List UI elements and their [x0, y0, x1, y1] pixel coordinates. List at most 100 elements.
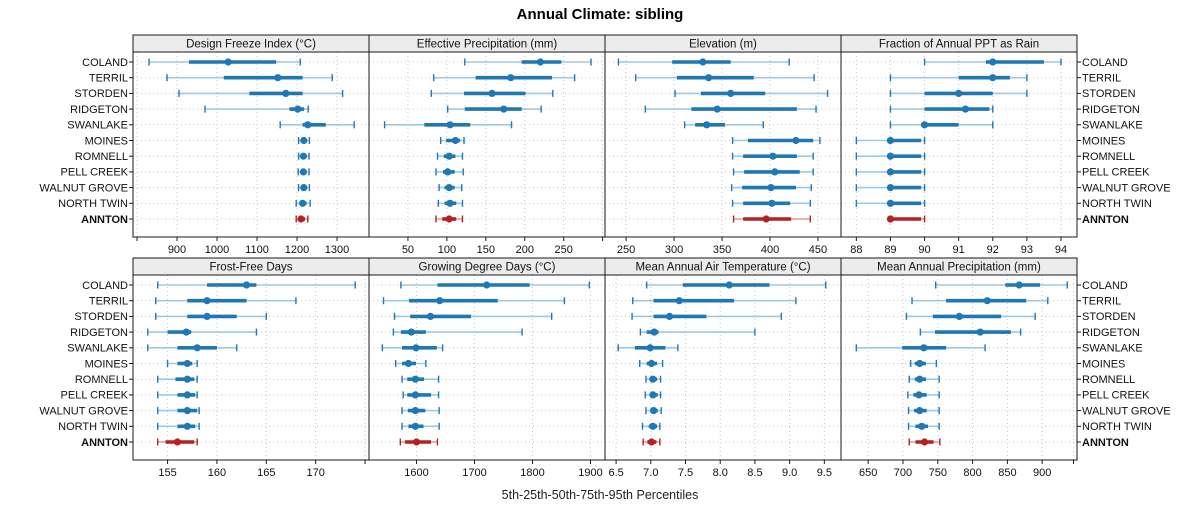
median-dot — [646, 344, 654, 352]
median-dot — [886, 215, 895, 223]
station-label-right-pell-creek: PELL CREEK — [1082, 390, 1150, 402]
percentile-series-walnut-grove — [907, 407, 940, 415]
percentile-series-swanlake — [383, 121, 513, 129]
station-label-right-north-twin: NORTH TWIN — [1082, 198, 1152, 210]
panel-border — [132, 51, 370, 238]
percentile-series-moines — [731, 136, 821, 145]
panel-strip — [840, 257, 1078, 276]
percentile-series-annton — [156, 438, 198, 446]
panel-design-freeze-index-(°c): Design Freeze Index (°C) 900 1000 1100 1200 1… — [132, 34, 370, 256]
x-tick-label: 900 — [1033, 467, 1051, 479]
x-tick-label: 88 — [850, 244, 862, 256]
median-dot — [446, 121, 454, 129]
x-tick-label: 6.5 — [608, 467, 623, 479]
x-tick-label: 150 — [477, 244, 495, 256]
panel-title: Growing Degree Days (°C) — [419, 262, 556, 274]
percentile-series-romnell — [645, 375, 662, 383]
percentile-series-swanlake — [855, 344, 986, 352]
station-label-left-pell-creek: PELL CREEK — [61, 390, 129, 402]
median-dot — [918, 422, 926, 430]
percentile-series-romnell — [908, 375, 940, 383]
median-dot — [961, 105, 970, 113]
median-dot — [647, 438, 656, 446]
percentile-series-walnut-grove — [645, 407, 662, 415]
percentile-series-coland — [923, 58, 1062, 66]
station-label-right-walnut-grove: WALNUT GROVE — [1082, 405, 1171, 417]
panel-border — [840, 274, 1078, 461]
station-label-right-coland: COLAND — [1082, 280, 1128, 292]
percentile-series-storden — [155, 312, 268, 320]
panel-frost-free-days: Frost-Free Days 155 160 165 170 — [132, 257, 370, 479]
median-dot — [173, 438, 182, 446]
median-dot — [183, 407, 191, 415]
x-tick-label: 900 — [168, 244, 186, 256]
median-dot — [915, 391, 923, 399]
median-dot — [955, 89, 963, 97]
median-dot — [183, 359, 191, 368]
median-dot — [294, 105, 302, 113]
median-dot — [407, 328, 415, 336]
x-tick-label: 250 — [617, 244, 635, 256]
median-dot — [299, 199, 307, 207]
percentile-series-coland — [400, 281, 591, 289]
median-dot — [886, 136, 895, 145]
median-dot — [703, 121, 711, 129]
panel-title: Design Freeze Index (°C) — [186, 39, 316, 51]
median-dot — [483, 281, 491, 289]
station-label-left-romnell: ROMNELL — [75, 374, 128, 386]
percentile-series-north-twin — [295, 199, 311, 207]
percentile-series-ridgeton — [147, 328, 258, 336]
median-dot — [983, 297, 991, 305]
panel-elevation-(m): Elevation (m) 250 300 350 400 450 — [604, 34, 842, 256]
median-dot — [436, 297, 444, 305]
percentile-series-romnell — [855, 152, 926, 160]
x-tick-label: 89 — [884, 244, 896, 256]
percentile-series-swanlake — [617, 344, 679, 352]
median-dot — [1015, 281, 1023, 289]
x-tick-label: 1700 — [462, 467, 486, 479]
panel-title: Mean Annual Air Temperature (°C) — [635, 262, 810, 274]
median-dot — [412, 438, 421, 446]
x-tick-label: 1600 — [404, 467, 428, 479]
percentile-series-storden — [889, 89, 1028, 97]
panel-fraction-of-annual-ppt-as-rain: Fraction of Annual PPT as Rain 88 89 90 91 92… — [840, 34, 1078, 256]
station-label-left-moines: MOINES — [85, 358, 128, 370]
median-dot — [725, 281, 733, 289]
percentile-series-coland — [156, 281, 356, 289]
median-dot — [886, 199, 895, 207]
percentile-series-pell-creek — [156, 391, 198, 399]
percentile-series-terril — [432, 74, 576, 82]
percentile-series-terril — [911, 297, 1049, 305]
percentile-series-ridgeton — [644, 105, 817, 113]
median-dot — [445, 152, 453, 160]
panel-border — [604, 274, 842, 461]
x-tick-label: 7.0 — [643, 467, 658, 479]
x-tick-label: 9.0 — [782, 467, 797, 479]
median-dot — [426, 312, 435, 320]
station-label-left-moines: MOINES — [85, 135, 128, 147]
percentile-series-pell-creek — [907, 391, 940, 399]
x-tick-label: 93 — [1021, 244, 1033, 256]
median-dot — [304, 121, 312, 129]
median-dot — [989, 58, 997, 66]
median-dot — [299, 168, 307, 176]
median-dot — [675, 297, 683, 305]
percentile-series-north-twin — [731, 199, 812, 207]
percentile-series-annton — [908, 438, 941, 446]
panel-mean-annual-precipitation-(mm): Mean Annual Precipitation (mm) 650 700 750 8… — [840, 257, 1078, 479]
x-tick-label: 100 — [438, 244, 456, 256]
percentile-series-moines — [394, 359, 427, 368]
percentile-series-romnell — [401, 375, 440, 383]
median-dot — [665, 312, 674, 320]
panel-title: Elevation (m) — [689, 39, 757, 51]
x-tick-label: 92 — [987, 244, 999, 256]
x-tick-label: 170 — [306, 467, 324, 479]
station-label-right-moines: MOINES — [1082, 358, 1125, 370]
x-tick-label: 400 — [761, 244, 779, 256]
median-dot — [445, 184, 453, 192]
percentile-series-north-twin — [156, 422, 200, 430]
x-tick-label: 7.5 — [678, 467, 693, 479]
station-label-left-pell-creek: PELL CREEK — [61, 167, 129, 179]
median-dot — [224, 58, 232, 66]
percentile-series-romnell — [297, 152, 310, 160]
